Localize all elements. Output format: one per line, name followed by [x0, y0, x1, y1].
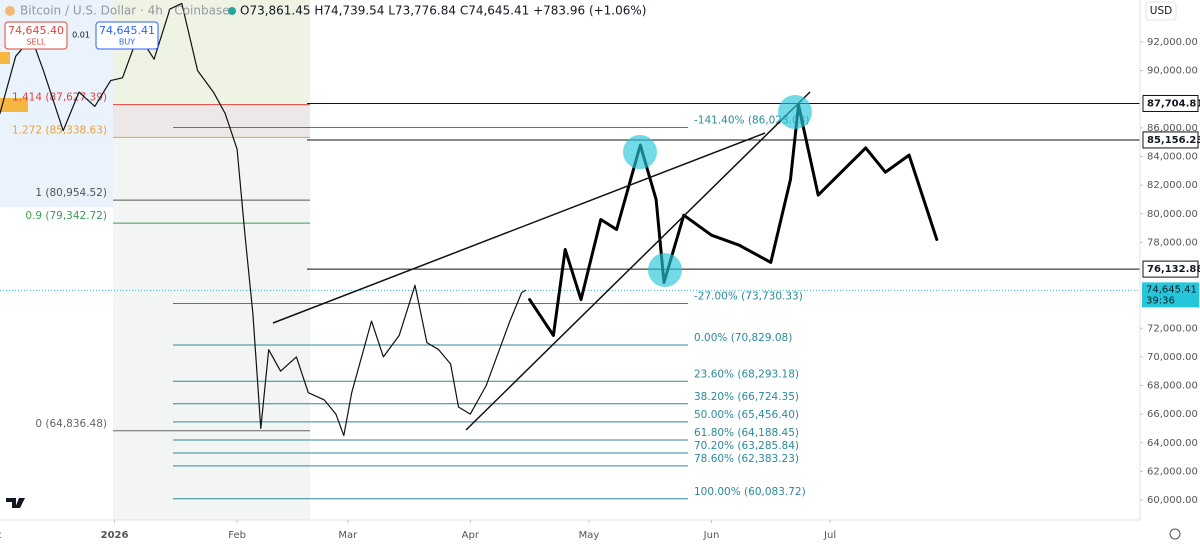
y-tick-label: 90,000.00 [1147, 66, 1198, 77]
last-price-tag [1142, 282, 1199, 308]
background [0, 0, 310, 520]
highlight [623, 135, 657, 169]
y-tick-label: 84,000.00 [1147, 152, 1198, 163]
buy-price: 74,645.41 [99, 24, 155, 37]
y-tick-label: 64,000.00 [1147, 438, 1198, 449]
fib-label: 50.00% (65,456.40) [694, 409, 799, 421]
x-tick-label: Jul [823, 530, 836, 541]
settings-icon[interactable] [1169, 528, 1181, 540]
y-tick-label: 62,000.00 [1147, 466, 1198, 477]
status-dot [228, 7, 236, 15]
y-tick-label: 80,000.00 [1147, 209, 1198, 220]
y-tick-label: 60,000.00 [1147, 495, 1198, 506]
price-line-series [0, 2, 527, 437]
fib-label: 23.60% (68,293.18) [694, 368, 799, 380]
x-tick-label: Feb [228, 530, 246, 541]
fib-label: 1.272 (85,338.63) [12, 124, 107, 136]
zone [0, 98, 28, 112]
fib-label: 38.20% (66,724.35) [694, 391, 799, 403]
highlight [648, 253, 682, 287]
zone [113, 105, 310, 137]
x-tick-label: Mar [338, 530, 358, 541]
sell-label: SELL [26, 38, 46, 47]
ohlc: O73,861.45 H74,739.54 L73,776.84 C74,645… [240, 4, 646, 18]
price-tag-label: 85,156.23 [1147, 135, 1200, 146]
currency: USD [1150, 5, 1172, 17]
x-tick-label: May [579, 530, 600, 541]
price-tag-label: 87,704.81 [1147, 98, 1200, 109]
currency-button[interactable] [1145, 1, 1177, 21]
fib-label: 78.60% (62,383.23) [694, 453, 799, 465]
plot: 1.414 (87,627.39) 1.272 (85,338.63) 1 (80,… [0, 2, 1140, 500]
logo [6, 498, 25, 508]
countdown: 39:36 [1146, 295, 1175, 306]
y-tick-label: 68,000.00 [1147, 381, 1198, 392]
time-axis [0, 520, 1200, 555]
trendline [465, 91, 811, 431]
drawings [272, 91, 812, 431]
price-line-series [528, 103, 939, 337]
sell-price: 74,645.40 [8, 24, 64, 37]
y-tick-label: 70,000.00 [1147, 352, 1198, 363]
fib-label: 0 (64,836.48) [35, 418, 107, 430]
y-tick-label: 86,000.00 [1147, 123, 1198, 134]
buy-label: BUY [119, 38, 135, 47]
fib-label: 0.00% (70,829.08) [694, 332, 792, 344]
y-tick-label: 82,000.00 [1147, 180, 1198, 191]
fib-label: 1.414 (87,627.39) [12, 92, 107, 104]
price-tag-label: 76,132.88 [1147, 264, 1200, 275]
sell-button[interactable] [4, 21, 68, 50]
y-tick-label: 78,000.00 [1147, 237, 1198, 248]
price-tag [1142, 94, 1199, 112]
spread: 0.01 [72, 31, 90, 40]
x-tick-label: Dec [0, 530, 2, 541]
trendline [272, 132, 766, 324]
zone [0, 52, 10, 64]
fib-label: 70.20% (63,285.84) [694, 440, 799, 452]
price-tag [1142, 260, 1199, 278]
x-tick-label: Jun [703, 530, 720, 541]
y-tick-label: 66,000.00 [1147, 409, 1198, 420]
y-tick-label: 92,000.00 [1147, 37, 1198, 48]
fib-label: 100.00% (60,083.72) [694, 486, 806, 498]
ui: Bitcoin / U.S. Dollar · 4h · Coinbase O7… [4, 1, 1181, 540]
symbol: Bitcoin / U.S. Dollar · 4h · Coinbase [20, 4, 230, 18]
last-price-label: 74,645.41 [1146, 284, 1197, 295]
zone [113, 0, 310, 105]
fib-label: 61.80% (64,188.45) [694, 427, 799, 439]
x-tick-label: Apr [462, 530, 480, 541]
y-tick-label: 72,000.00 [1147, 323, 1198, 334]
fib-label: -27.00% (73,730.33) [694, 290, 803, 302]
fib-label: 1 (80,954.52) [35, 187, 107, 199]
buy-button[interactable] [95, 21, 159, 50]
x-tick-label: 2026 [101, 530, 129, 541]
price-tag [1142, 131, 1199, 149]
fib-label: 0.9 (79,342.72) [25, 210, 107, 222]
coin-icon [5, 6, 15, 16]
highlight [778, 95, 812, 129]
